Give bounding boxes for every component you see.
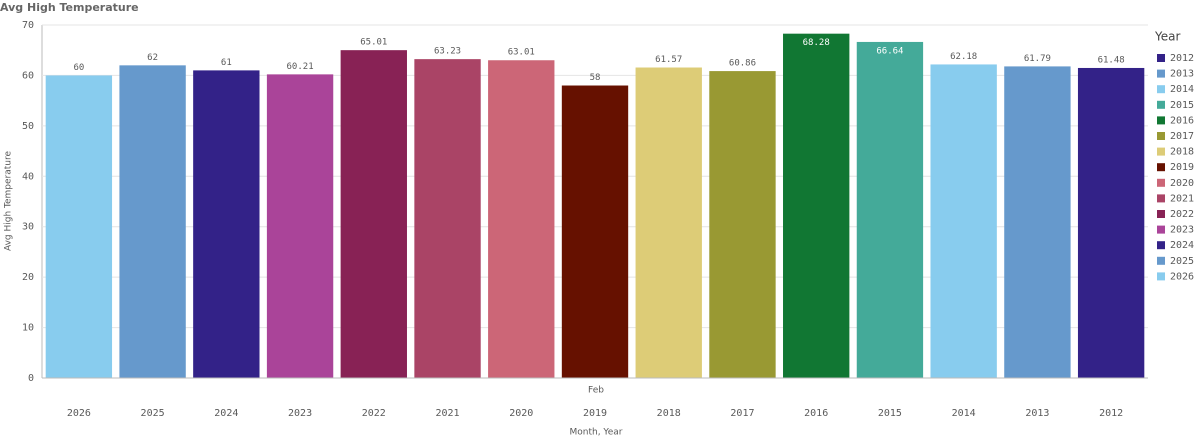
x-tick-label: 2021	[435, 408, 459, 419]
y-tick-label: 50	[22, 121, 34, 132]
x-tick-label: 2017	[730, 408, 754, 419]
bar	[783, 33, 850, 379]
legend-label: 2015	[1170, 100, 1194, 111]
x-tick-label: 2016	[804, 408, 828, 419]
data-label: 58	[590, 73, 601, 83]
y-axis-label: Avg High Temperature	[4, 150, 14, 251]
legend-swatch	[1157, 100, 1165, 109]
legend-swatch	[1157, 178, 1165, 187]
x-tick-label: 2019	[583, 408, 607, 419]
x-tick-label: 2013	[1025, 408, 1049, 419]
bar	[119, 65, 186, 378]
data-label: 68.28	[803, 38, 830, 48]
y-tick-label: 40	[22, 171, 34, 182]
bar	[488, 60, 555, 378]
x-tick-label: 2018	[657, 408, 681, 419]
y-tick-label: 0	[28, 373, 34, 384]
legend-swatch	[1157, 241, 1165, 250]
bar	[930, 64, 997, 378]
y-tick-label: 10	[22, 323, 34, 334]
legend-label: 2019	[1170, 162, 1194, 173]
y-tick-label: 70	[22, 20, 34, 31]
legend-swatch	[1157, 54, 1165, 62]
legend-label: 2014	[1170, 84, 1194, 95]
x-tick-label: 2026	[67, 408, 91, 419]
legend-label: 2013	[1170, 69, 1194, 80]
data-label: 63.23	[434, 47, 461, 57]
group-label: Feb	[588, 386, 604, 396]
legend-swatch	[1157, 116, 1165, 125]
legend-swatch	[1157, 69, 1165, 78]
bar	[561, 85, 629, 378]
x-tick-label: 2022	[362, 408, 386, 419]
legend-label: 2016	[1170, 115, 1194, 126]
data-label: 61.57	[655, 55, 682, 65]
x-tick-label: 2015	[878, 408, 902, 419]
legend-swatch	[1157, 85, 1165, 94]
legend-label: 2026	[1170, 271, 1194, 282]
x-tick-label: 2023	[288, 408, 312, 419]
legend-swatch	[1157, 194, 1165, 203]
bar	[1077, 67, 1145, 378]
x-tick-label: 2020	[509, 408, 533, 419]
y-tick-label: 20	[22, 272, 34, 283]
bar	[340, 50, 407, 379]
y-tick-label: 30	[22, 222, 34, 233]
data-label: 66.64	[876, 46, 903, 56]
legend-label: 2012	[1170, 53, 1194, 64]
data-label: 65.01	[360, 38, 387, 48]
legend-swatch	[1157, 210, 1165, 218]
data-label: 63.01	[508, 48, 535, 58]
bar	[709, 71, 776, 379]
y-tick-label: 60	[22, 70, 34, 81]
legend-swatch	[1157, 163, 1165, 172]
chart-title: Avg High Temperature	[0, 1, 139, 14]
data-label: 62.18	[950, 52, 977, 62]
legend-swatch	[1157, 225, 1165, 234]
legend-label: 2025	[1170, 256, 1194, 267]
legend-label: 2022	[1170, 209, 1194, 220]
data-label: 61	[221, 58, 232, 68]
bar	[1004, 66, 1071, 378]
legend-label: 2021	[1170, 193, 1194, 204]
bar	[266, 74, 334, 378]
data-label: 61.48	[1098, 55, 1125, 65]
legend-label: 2017	[1170, 131, 1194, 142]
data-label: 61.79	[1024, 54, 1051, 64]
bar	[635, 67, 702, 378]
legend-label: 2023	[1170, 225, 1194, 236]
bar	[45, 75, 113, 378]
legend-label: 2020	[1170, 178, 1194, 189]
legend-label: 2018	[1170, 147, 1194, 158]
x-tick-label: 2012	[1099, 408, 1123, 419]
legend-title: Year	[1154, 30, 1180, 44]
x-tick-label: 2024	[214, 408, 238, 419]
data-label: 60.86	[729, 59, 756, 69]
legend-swatch	[1157, 132, 1165, 140]
x-axis-label: Month, Year	[570, 428, 623, 438]
data-label: 60.21	[287, 62, 314, 72]
data-label: 62	[147, 53, 158, 63]
x-tick-label: 2014	[952, 408, 976, 419]
x-tick-label: 2025	[141, 408, 165, 419]
bar	[414, 59, 481, 379]
bar	[193, 70, 260, 378]
bar	[856, 41, 924, 378]
legend-swatch	[1157, 256, 1165, 265]
legend-swatch	[1157, 147, 1165, 156]
legend-swatch	[1157, 272, 1165, 281]
data-label: 60	[73, 63, 84, 73]
legend-label: 2024	[1170, 240, 1194, 251]
